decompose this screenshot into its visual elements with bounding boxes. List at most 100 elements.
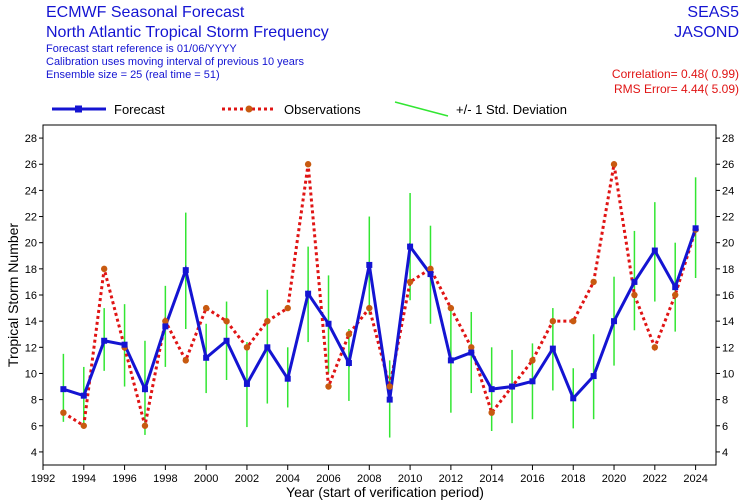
forecast-point bbox=[80, 392, 87, 399]
x-tick-label: 2020 bbox=[602, 473, 626, 485]
forecast-point bbox=[141, 386, 148, 393]
forecast-point bbox=[223, 337, 230, 344]
forecast-point bbox=[590, 373, 597, 380]
forecast-point bbox=[162, 323, 169, 330]
y-tick-label-left: 14 bbox=[25, 316, 37, 328]
chart-subtitle: North Atlantic Tropical Storm Frequency bbox=[46, 24, 329, 41]
x-tick-label: 1998 bbox=[153, 473, 177, 485]
x-tick-label: 2014 bbox=[479, 473, 503, 485]
observation-point bbox=[447, 304, 455, 312]
x-tick-label: 2016 bbox=[520, 473, 544, 485]
x-tick-label: 1992 bbox=[31, 473, 55, 485]
observation-point bbox=[100, 265, 108, 273]
observation-point bbox=[264, 317, 271, 325]
legend-stddev-label: +/- 1 Std. Deviation bbox=[456, 102, 567, 117]
forecast-point bbox=[121, 341, 128, 348]
legend-forecast-marker bbox=[75, 105, 82, 113]
y-tick-label-right: 8 bbox=[722, 395, 728, 407]
observation-point bbox=[80, 422, 87, 429]
y-tick-label-right: 4 bbox=[722, 447, 728, 459]
observation-point bbox=[162, 317, 169, 325]
plot-frame bbox=[42, 124, 717, 466]
y-tick-label-left: 22 bbox=[25, 212, 37, 224]
forecast-point bbox=[366, 261, 373, 268]
observation-point bbox=[141, 422, 149, 429]
forecast-point bbox=[60, 386, 67, 393]
x-tick-label: 1996 bbox=[112, 473, 136, 485]
observation-point bbox=[549, 317, 557, 325]
calibration-info: Calibration uses moving interval of prev… bbox=[46, 56, 305, 68]
legend-forecast: Forecast bbox=[52, 102, 165, 117]
correlation-stat: Correlation= 0.48( 0.99) bbox=[611, 67, 739, 81]
y-tick-label-left: 12 bbox=[25, 342, 37, 354]
observation-point bbox=[590, 278, 597, 286]
y-tick-label-left: 20 bbox=[25, 238, 37, 250]
y-tick-label-right: 22 bbox=[722, 212, 734, 224]
observation-point bbox=[202, 304, 210, 312]
observation-point bbox=[223, 317, 230, 325]
observation-point bbox=[651, 344, 659, 351]
forecast-point bbox=[611, 318, 618, 325]
x-tick-label: 2022 bbox=[643, 473, 667, 485]
x-tick-label: 2012 bbox=[439, 473, 463, 485]
forecast-point bbox=[631, 278, 638, 285]
forecast-point bbox=[468, 349, 475, 356]
x-tick-label: 2004 bbox=[275, 473, 299, 485]
chart-title: ECMWF Seasonal Forecast bbox=[46, 4, 245, 21]
season-label: JASOND bbox=[674, 24, 739, 41]
forecast-point bbox=[284, 375, 291, 382]
y-tick-label-right: 10 bbox=[722, 368, 734, 380]
y-axis-title: Tropical Storm Number bbox=[5, 223, 21, 368]
y-tick-label-left: 16 bbox=[25, 290, 37, 302]
y-tick-label-right: 18 bbox=[722, 264, 734, 276]
forecast-point bbox=[407, 243, 414, 250]
forecast-point bbox=[549, 345, 556, 352]
forecast-point bbox=[305, 290, 312, 297]
forecast-point bbox=[345, 360, 352, 366]
y-tick-label-left: 28 bbox=[25, 133, 37, 145]
y-tick-label-right: 6 bbox=[722, 421, 728, 433]
forecast-point bbox=[101, 337, 108, 344]
legend-stddev-line bbox=[394, 101, 449, 117]
y-tick-label-right: 26 bbox=[722, 159, 734, 171]
forecast-point bbox=[264, 344, 271, 351]
observations-line bbox=[62, 163, 698, 429]
x-axis: 1992 1994 1996 1998 2000 2002 2004 2006 2008 2010… bbox=[31, 465, 708, 485]
observation-point bbox=[60, 409, 67, 416]
observation-point bbox=[366, 304, 373, 312]
forecast-point bbox=[509, 383, 516, 390]
y-axis: 4 4 6 6 8 8 10 10 12 12 14 14 16 16 18 18 20 20 22 22 24 24 26… bbox=[25, 133, 735, 459]
x-tick-label: 2002 bbox=[235, 473, 259, 485]
y-tick-label-right: 24 bbox=[722, 185, 734, 197]
observation-point bbox=[325, 383, 332, 390]
observation-point bbox=[386, 383, 393, 390]
y-tick-label-left: 4 bbox=[31, 447, 37, 459]
stddev-bars bbox=[62, 177, 697, 438]
observation-point bbox=[672, 291, 679, 299]
forecast-line bbox=[62, 227, 698, 402]
x-tick-label: 2008 bbox=[357, 473, 381, 485]
ensemble-size-info: Ensemble size = 25 (real time = 51) bbox=[46, 69, 220, 81]
forecast-point bbox=[182, 267, 189, 274]
y-tick-label-left: 24 bbox=[25, 185, 37, 197]
forecast-point bbox=[325, 320, 332, 327]
observations-markers bbox=[60, 161, 699, 429]
forecast-point bbox=[570, 395, 577, 402]
legend-observations-label: Observations bbox=[284, 102, 361, 117]
y-tick-label-left: 8 bbox=[31, 395, 37, 407]
y-tick-label-right: 28 bbox=[722, 133, 734, 145]
legend-observations: Observations bbox=[222, 102, 361, 117]
x-tick-label: 2006 bbox=[316, 473, 340, 485]
forecast-point bbox=[427, 271, 434, 278]
y-tick-label-left: 18 bbox=[25, 264, 37, 276]
forecast-point bbox=[386, 396, 393, 403]
forecast-point bbox=[692, 225, 699, 232]
observation-point bbox=[284, 304, 291, 312]
observation-point bbox=[488, 409, 495, 416]
x-axis-title: Year (start of verification period) bbox=[286, 484, 484, 500]
forecast-markers bbox=[60, 225, 699, 403]
forecast-point bbox=[203, 354, 210, 361]
observation-point bbox=[468, 344, 475, 351]
observation-point bbox=[243, 344, 251, 351]
y-tick-label-left: 10 bbox=[25, 368, 37, 380]
